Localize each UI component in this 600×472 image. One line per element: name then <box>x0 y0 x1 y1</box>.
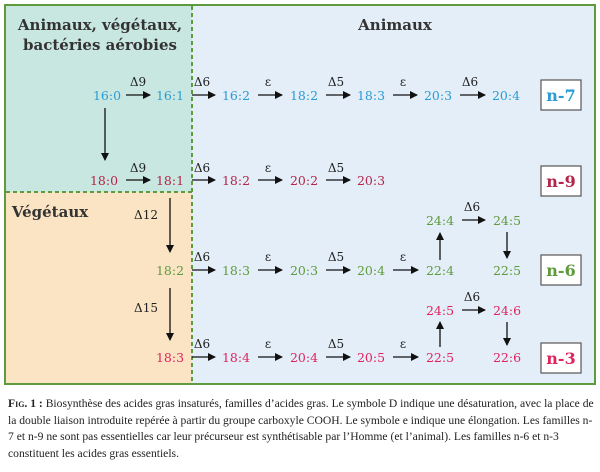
enzyme-label: Δ15 <box>134 301 158 315</box>
region-plants <box>6 192 192 383</box>
enzyme-label: Δ5 <box>328 161 344 175</box>
figure-caption: Fig. 1 : Biosynthèse des acides gras ins… <box>8 396 594 462</box>
biosynthesis-diagram: Animaux, végétaux, bactéries aérobies Vé… <box>4 4 596 385</box>
region-animals <box>192 6 594 383</box>
region-all-organisms <box>6 6 192 192</box>
enzyme-label: ε <box>400 337 406 351</box>
family-box-n6 <box>540 254 582 286</box>
enzyme-label: Δ6 <box>194 75 210 89</box>
fatty-acid-node: 18:3 <box>156 350 184 365</box>
family-label-n9: n-9 <box>546 172 575 191</box>
fatty-acid-node: 24:5 <box>493 213 521 228</box>
family-label-n6: n-6 <box>546 261 575 280</box>
enzyme-label: Δ5 <box>328 75 344 89</box>
enzyme-label: Δ6 <box>194 250 210 264</box>
fatty-acid-node: 20:4 <box>357 263 385 278</box>
family-label-n3: n-3 <box>546 349 575 368</box>
fatty-acid-node: 20:3 <box>290 263 318 278</box>
fatty-acid-node: 16:2 <box>222 88 250 103</box>
header-all-organisms-line2: bactéries aérobies <box>23 36 177 54</box>
fatty-acid-node: 18:2 <box>290 88 318 103</box>
fatty-acid-node: 18:3 <box>222 263 250 278</box>
fatty-acid-node: 24:4 <box>426 213 454 228</box>
enzyme-label: ε <box>400 250 406 264</box>
enzyme-label: Δ9 <box>130 75 146 89</box>
family-box-n7 <box>540 79 582 111</box>
fatty-acid-node: 24:5 <box>426 303 454 318</box>
fatty-acid-node: 18:2 <box>156 263 184 278</box>
fatty-acid-node: 22:5 <box>493 263 521 278</box>
caption-label: Fig. 1 : <box>8 397 43 410</box>
fatty-acid-node: 18:4 <box>222 350 250 365</box>
fatty-acid-node: 18:0 <box>90 173 118 188</box>
enzyme-label: Δ9 <box>130 161 146 175</box>
enzyme-label: Δ6 <box>194 161 210 175</box>
fatty-acid-node: 20:4 <box>290 350 318 365</box>
header-all-organisms-line1: Animaux, végétaux, <box>17 16 182 34</box>
family-box-n9 <box>540 165 582 197</box>
enzyme-label: ε <box>265 337 271 351</box>
fatty-acid-node: 16:1 <box>156 88 184 103</box>
caption-text: Biosynthèse des acides gras insaturés, f… <box>8 397 594 460</box>
enzyme-label: ε <box>265 75 271 89</box>
enzyme-label: Δ6 <box>464 290 480 304</box>
enzyme-label: ε <box>400 75 406 89</box>
enzyme-label: Δ6 <box>462 75 478 89</box>
fatty-acid-node: 16:0 <box>93 88 121 103</box>
fatty-acid-node: 22:5 <box>426 350 454 365</box>
header-plants: Végétaux <box>11 203 89 221</box>
fatty-acid-node: 20:2 <box>290 173 318 188</box>
enzyme-label: Δ6 <box>194 337 210 351</box>
outer-border <box>4 4 596 385</box>
family-label-n7: n-7 <box>546 86 575 105</box>
fatty-acid-node: 20:5 <box>357 350 385 365</box>
fatty-acid-node: 18:2 <box>222 173 250 188</box>
row-n7: 16:0 16:1 16:2 18:2 18:3 20:3 20:4 <box>93 88 520 103</box>
fatty-acid-node: 18:1 <box>156 173 184 188</box>
fatty-acid-node: 22:6 <box>493 350 521 365</box>
fatty-acid-node: 20:4 <box>492 88 520 103</box>
enzyme-label: Δ5 <box>328 337 344 351</box>
fatty-acid-node: 20:3 <box>357 173 385 188</box>
fatty-acid-node: 24:6 <box>493 303 521 318</box>
header-animals: Animaux <box>357 16 433 34</box>
enzyme-label: Δ5 <box>328 250 344 264</box>
fatty-acid-node: 20:3 <box>424 88 452 103</box>
enzyme-label: Δ12 <box>134 208 158 222</box>
enzyme-label: ε <box>265 250 271 264</box>
enzyme-label: Δ6 <box>464 200 480 214</box>
enzyme-label: ε <box>265 161 271 175</box>
arrows <box>101 91 511 361</box>
fatty-acid-node: 18:3 <box>357 88 385 103</box>
family-box-n3 <box>540 342 582 374</box>
fatty-acid-node: 22:4 <box>426 263 454 278</box>
